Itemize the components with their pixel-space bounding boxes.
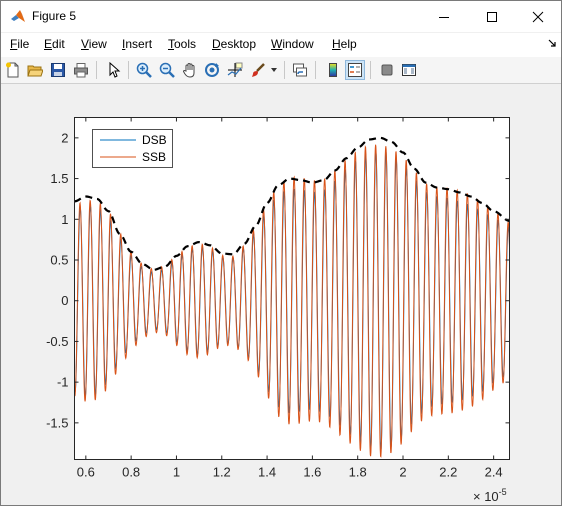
print-icon [74, 63, 88, 78]
window-title: Figure 5 [32, 9, 77, 23]
toolbar-separator [315, 61, 316, 79]
hide-plot-tools-button[interactable] [377, 60, 397, 80]
dock-arrow-icon[interactable] [548, 39, 557, 48]
open-file-icon [27, 65, 43, 77]
menu-help[interactable]: Help [332, 37, 357, 51]
matlab-logo-icon [11, 10, 25, 22]
plot-canvas[interactable]: 0.6 0.8 1 1.2 1.4 1.6 1.8 2 2.2 2.4 -1.5 -1 -0.5 0 0.5… [1, 85, 561, 505]
x-tick-label: 2.2 [439, 465, 457, 480]
y-tick-label: -1.5 [46, 415, 68, 430]
y-tick-label: 1.5 [50, 171, 68, 186]
zoom-in-icon [136, 62, 152, 78]
figure-toolbar [1, 57, 561, 84]
dropdown-arrow-icon [271, 68, 277, 72]
x-tick-label: 0.6 [77, 465, 95, 480]
data-cursor-icon [227, 62, 243, 77]
x-tick-label: 1.4 [258, 465, 276, 480]
menu-edit[interactable]: Edit [44, 37, 65, 51]
new-figure-button[interactable] [3, 60, 23, 80]
legend-label-ssb: SSB [142, 150, 166, 164]
x-exponent-power: -5 [499, 487, 507, 497]
insert-colorbar-button[interactable] [323, 60, 343, 80]
x-tick-label: 1 [173, 465, 180, 480]
new-figure-icon [6, 62, 19, 78]
edit-plot-arrow-icon [109, 62, 121, 78]
legend-box [92, 129, 173, 168]
minimize-icon [439, 16, 449, 18]
edit-plot-button[interactable] [104, 60, 124, 80]
legend[interactable]: DSB SSB [92, 129, 173, 168]
x-tick-label: 2 [399, 465, 406, 480]
y-tick-label: 0 [61, 293, 68, 308]
print-button[interactable] [71, 60, 91, 80]
menu-window[interactable]: Window [271, 37, 314, 51]
y-tick-label: -1 [57, 375, 69, 390]
insert-legend-button[interactable] [345, 60, 365, 80]
x-tick-label: 1.2 [213, 465, 231, 480]
menu-insert[interactable]: Insert [122, 37, 153, 51]
y-tick-label: 1 [61, 212, 68, 227]
save-icon [51, 63, 65, 77]
menu-view[interactable]: View [81, 37, 107, 51]
brush-icon [252, 63, 265, 77]
toolbar-separator [128, 61, 129, 79]
maximize-icon [487, 11, 497, 22]
save-button[interactable] [48, 60, 68, 80]
envelope-line [74, 136, 510, 271]
pan-button[interactable] [180, 60, 200, 80]
show-plot-tools-icon [402, 64, 416, 76]
y-tick-label: 0.5 [50, 253, 68, 268]
menu-desktop[interactable]: Desktop [212, 37, 257, 51]
legend-icon [348, 63, 362, 77]
x-tick-label: 1.8 [349, 465, 367, 480]
brush-button[interactable] [248, 60, 268, 80]
link-plot-button[interactable] [290, 60, 310, 80]
colorbar-icon [329, 63, 337, 77]
legend-label-dsb: DSB [142, 133, 167, 147]
pan-hand-icon [182, 62, 195, 78]
toolbar-separator [284, 61, 285, 79]
hide-plot-tools-icon [381, 64, 393, 76]
toolbar-separator [370, 61, 371, 79]
menu-file[interactable]: File [10, 37, 30, 51]
menu-tools[interactable]: Tools [168, 37, 197, 51]
axes-box [74, 117, 510, 460]
figure-canvas[interactable]: 0.6 0.8 1 1.2 1.4 1.6 1.8 2 2.2 2.4 -1.5 -1 -0.5 0 0.5… [1, 85, 561, 505]
maximize-button[interactable] [469, 1, 515, 32]
data-cursor-button[interactable] [225, 60, 245, 80]
close-button[interactable] [515, 1, 561, 32]
show-plot-tools-button[interactable] [399, 60, 419, 80]
menu-bar: File Edit View Insert Tools Desktop Wind… [1, 33, 561, 57]
minimize-button[interactable] [421, 1, 467, 32]
zoom-out-button[interactable] [157, 60, 177, 80]
rotate-3d-icon [205, 63, 219, 77]
y-tick-label: 2 [61, 130, 68, 145]
zoom-out-icon [159, 62, 175, 78]
x-tick-label: 0.8 [122, 465, 140, 480]
x-tick-label: 1.6 [303, 465, 321, 480]
open-file-button[interactable] [25, 60, 45, 80]
y-tick-label: -0.5 [46, 334, 68, 349]
zoom-in-button[interactable] [134, 60, 154, 80]
toolbar-separator [96, 61, 97, 79]
rotate-3d-button[interactable] [202, 60, 222, 80]
close-icon [532, 11, 544, 22]
tick-layer: 0.6 0.8 1 1.2 1.4 1.6 1.8 2 2.2 2.4 -1.5 -1 -0.5 0 0.5… [46, 117, 510, 480]
envelope-layer [74, 136, 510, 271]
link-plot-icon [293, 63, 307, 77]
x-tick-label: 2.4 [485, 465, 503, 480]
brush-dropdown-button[interactable] [269, 60, 279, 80]
x-exponent-label: × 10-5 [473, 487, 507, 504]
title-bar[interactable]: Figure 5 [1, 1, 561, 32]
